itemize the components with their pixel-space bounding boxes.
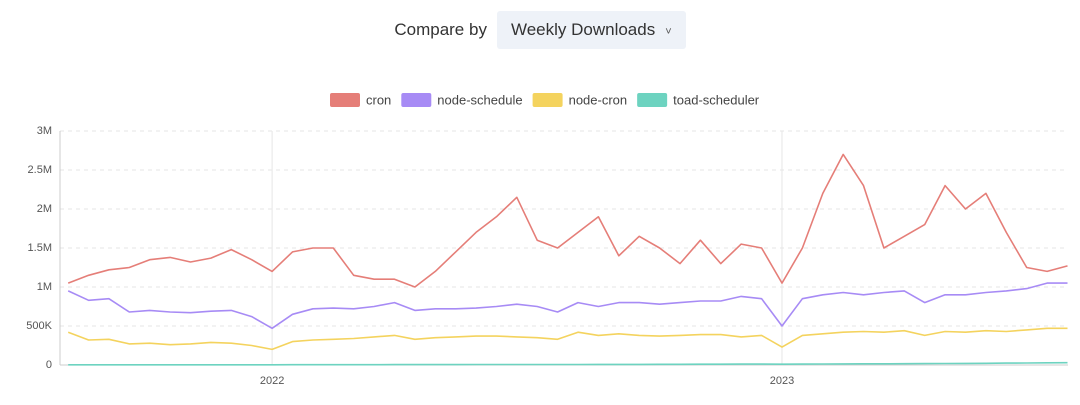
series-line xyxy=(68,361,1068,366)
selected-option: Weekly Downloads xyxy=(510,20,656,39)
y-tick-label: 0 xyxy=(46,359,52,371)
x-tick-label: 2022 xyxy=(260,375,284,387)
legend-swatch xyxy=(330,93,360,107)
y-tick-label: 2.5M xyxy=(28,164,52,176)
legend-swatch xyxy=(532,93,563,107)
compare-bar: Compare by Weekly Downloads ˅ xyxy=(0,0,1080,60)
series-line xyxy=(67,327,1068,351)
legend-label: node-cron xyxy=(569,92,628,107)
caret: ˅ xyxy=(665,26,672,38)
y-tick-label: 500K xyxy=(26,320,52,332)
x-tick-label: 2023 xyxy=(770,375,794,387)
legend-label: node-schedule xyxy=(437,92,522,107)
series-line xyxy=(67,153,1068,288)
legend-label: cron xyxy=(366,92,391,107)
y-tick-label: 1M xyxy=(37,281,52,293)
y-tick-label: 2M xyxy=(37,203,52,215)
y-tick-label: 3M xyxy=(37,125,52,137)
legend-label: toad-scheduler xyxy=(673,92,760,107)
legend-swatch xyxy=(637,93,668,107)
legend-swatch xyxy=(401,93,432,107)
y-tick-label: 1.5M xyxy=(28,242,52,254)
series-line xyxy=(67,282,1068,330)
compare-label: Compare by xyxy=(394,20,487,39)
compare-select[interactable]: Weekly Downloads ˅ xyxy=(496,11,686,49)
